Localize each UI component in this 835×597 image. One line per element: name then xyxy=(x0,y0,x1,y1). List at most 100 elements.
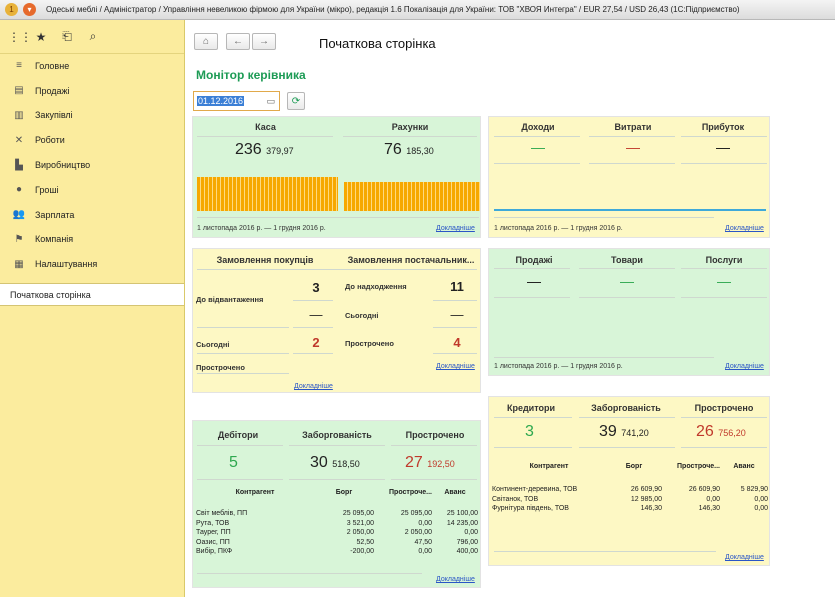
favorites-star-icon[interactable]: ★ xyxy=(35,29,47,44)
col-header[interactable]: Контрагент xyxy=(529,462,569,470)
income-chart-line xyxy=(494,209,766,211)
col-header[interactable]: Аванс xyxy=(733,462,755,470)
sidebar-item-home-page[interactable]: Початкова сторінка xyxy=(0,283,184,307)
poslugy-value: — xyxy=(717,273,731,289)
refresh-button[interactable]: ⟳ xyxy=(287,92,305,110)
income-details-link[interactable]: Докладніше xyxy=(725,225,764,232)
col-header[interactable]: Простроче... xyxy=(389,488,432,496)
supplier-orders-header: Замовлення постачальник... xyxy=(347,255,475,265)
dohody-header: Доходи xyxy=(521,122,555,132)
sidebar-item-vyrobnytstvo[interactable]: ▙ Виробництво xyxy=(0,153,184,178)
today-label: Сьогодні xyxy=(196,340,230,349)
tools-icon: ✕ xyxy=(14,134,24,146)
rahunky-bars xyxy=(344,182,480,211)
sales-details-link[interactable]: Докладніше xyxy=(725,363,764,370)
date-field[interactable]: 01.12.2016 ▭ xyxy=(193,91,280,111)
kasa-amount: 236 379,97 xyxy=(235,141,294,158)
app-logo-icon[interactable]: 1 xyxy=(5,3,18,16)
sidebar-item-zakupivli[interactable]: ▥ Закупівлі xyxy=(0,104,184,129)
to-receive-label: До надходження xyxy=(345,282,407,291)
page-title: Початкова сторінка xyxy=(319,36,436,51)
income-period: 1 листопада 2016 р. — 1 грудня 2016 р. xyxy=(494,225,623,232)
table-row[interactable]: Вибір, ПКФ -200,00 0,00 400,00 xyxy=(196,548,478,556)
cash-period: 1 листопада 2016 р. — 1 грудня 2016 р. xyxy=(197,225,326,232)
home-button[interactable]: ⌂ xyxy=(194,33,218,50)
sidebar-item-label: Компанія xyxy=(35,234,74,245)
orders-details-link-2[interactable]: Докладніше xyxy=(436,363,475,370)
sidebar-item-label: Закупівлі xyxy=(35,110,73,121)
to-ship-label: До відвантаження xyxy=(196,295,264,304)
cash-details-link[interactable]: Докладніше xyxy=(436,225,475,232)
overdue-label: Прострочено xyxy=(196,363,245,372)
sidebar-item-nalashtuvannya[interactable]: ▦ Налаштування xyxy=(0,252,184,277)
sidebar-item-zarplata[interactable]: 👥 Зарплата xyxy=(0,203,184,228)
table-row[interactable]: Оазис, ПП 52,50 47,50 796,00 xyxy=(196,538,478,546)
calendar-icon[interactable]: ▭ xyxy=(266,96,275,106)
creditors-debt-amount[interactable]: 39 741,20 xyxy=(599,423,649,440)
to-ship-count[interactable]: 3 xyxy=(312,280,320,295)
customer-orders-header: Замовлення покупців xyxy=(216,255,314,265)
sidebar-item-prodazhi[interactable]: ▤ Продажі xyxy=(0,79,184,104)
sales-period: 1 листопада 2016 р. — 1 грудня 2016 р. xyxy=(494,363,623,370)
col-header[interactable]: Простроче... xyxy=(677,462,720,470)
sidebar-item-label: Роботи xyxy=(35,135,65,146)
monitor-title: Монітор керівника xyxy=(196,68,306,82)
table-row[interactable]: Світ меблів, ПП 25 095,00 25 095,00 25 100,… xyxy=(196,510,478,518)
orders-details-link[interactable]: Докладніше xyxy=(294,383,333,390)
to-receive-count[interactable]: 11 xyxy=(450,279,464,294)
table-row[interactable]: Континент-деревина, ТОВ 26 609,90 26 609,9… xyxy=(492,486,768,494)
sidebar-item-kompaniya[interactable]: ⚑ Компанія xyxy=(0,228,184,253)
sidebar-item-label: Гроші xyxy=(35,184,59,195)
people-icon: 👥 xyxy=(12,209,26,221)
basket-icon: ▤ xyxy=(14,85,24,97)
creditors-details-link[interactable]: Докладніше xyxy=(725,554,764,561)
rahunky-header: Рахунки xyxy=(391,122,429,132)
creditors-table: Контрагент Борг Простроче... Аванс Конти… xyxy=(492,457,768,514)
today-label-2: Сьогодні xyxy=(345,311,379,320)
back-button[interactable]: ← xyxy=(226,33,250,50)
dohody-value: — xyxy=(531,139,545,155)
sidebar-item-holovne[interactable]: ≡ Головне xyxy=(0,54,184,79)
money-icon: ● xyxy=(15,184,23,196)
search-icon[interactable]: ⌕ xyxy=(89,29,97,43)
overdue-count-2[interactable]: 4 xyxy=(453,335,461,350)
sidebar-item-label: Початкова сторінка xyxy=(10,289,91,300)
table-row[interactable]: Рута, ТОВ 3 521,00 0,00 14 235,00 xyxy=(196,519,478,527)
sidebar-item-groshi[interactable]: ● Гроші xyxy=(0,178,184,203)
debtors-panel: Дебітори Заборгованість Прострочено 5 30… xyxy=(192,420,481,588)
forward-button[interactable]: → xyxy=(252,33,276,50)
purchase-icon: ▥ xyxy=(14,109,24,121)
prybutok-value: — xyxy=(716,139,730,155)
debtors-count[interactable]: 5 xyxy=(229,454,238,471)
debtors-debt-amount[interactable]: 30 518,50 xyxy=(310,454,360,471)
col-header[interactable]: Аванс xyxy=(444,488,466,496)
sidebar: ⋮⋮ ★ ⎗ ⌕ ≡ Головне ▤ Продажі ▥ Закупівлі ✕ Р… xyxy=(0,20,185,597)
table-row[interactable]: Таурег, ПП 2 050,00 2 050,00 0,00 xyxy=(196,529,478,537)
creditors-count[interactable]: 3 xyxy=(525,423,534,440)
grid-menu-icon[interactable]: ⋮⋮ xyxy=(8,29,32,44)
poslugy-header: Послуги xyxy=(705,255,743,265)
main-area: ⌂ ← → Початкова сторінка Монітор керівни… xyxy=(186,20,835,597)
today2-dash: — xyxy=(450,307,464,322)
debtors-details-link[interactable]: Докладніше xyxy=(436,576,475,583)
menu-dropdown-icon[interactable]: ▾ xyxy=(23,3,36,16)
tovary-header: Товари xyxy=(611,255,643,265)
today-count[interactable]: 2 xyxy=(312,335,320,350)
table-row[interactable]: Світанок, ТОВ 12 985,00 0,00 0,00 xyxy=(492,495,768,503)
debtors-overdue-amount[interactable]: 27 192,50 xyxy=(405,454,455,471)
history-icon[interactable]: ⎗ xyxy=(62,29,72,43)
col-header[interactable]: Контрагент xyxy=(235,488,275,496)
income-panel: Доходи Витрати Прибуток — — — 1 листопад… xyxy=(488,116,770,238)
refresh-icon: ⟳ xyxy=(291,95,301,107)
arrow-right-icon: → xyxy=(259,36,269,47)
col-header[interactable]: Борг xyxy=(335,488,353,496)
creditors-overdue-amount[interactable]: 26 756,20 xyxy=(696,423,746,440)
col-header[interactable]: Борг xyxy=(625,462,643,470)
table-row[interactable]: Фурнітура південь, ТОВ 146,30 146,30 0,00 xyxy=(492,505,768,513)
sidebar-item-label: Продажі xyxy=(35,85,70,96)
sidebar-item-roboty[interactable]: ✕ Роботи xyxy=(0,128,184,153)
kasa-header: Каса xyxy=(255,122,276,132)
sidebar-item-label: Зарплата xyxy=(35,209,75,220)
rahunky-amount: 76 185,30 xyxy=(384,141,434,158)
sidebar-item-label: Виробництво xyxy=(35,160,91,171)
